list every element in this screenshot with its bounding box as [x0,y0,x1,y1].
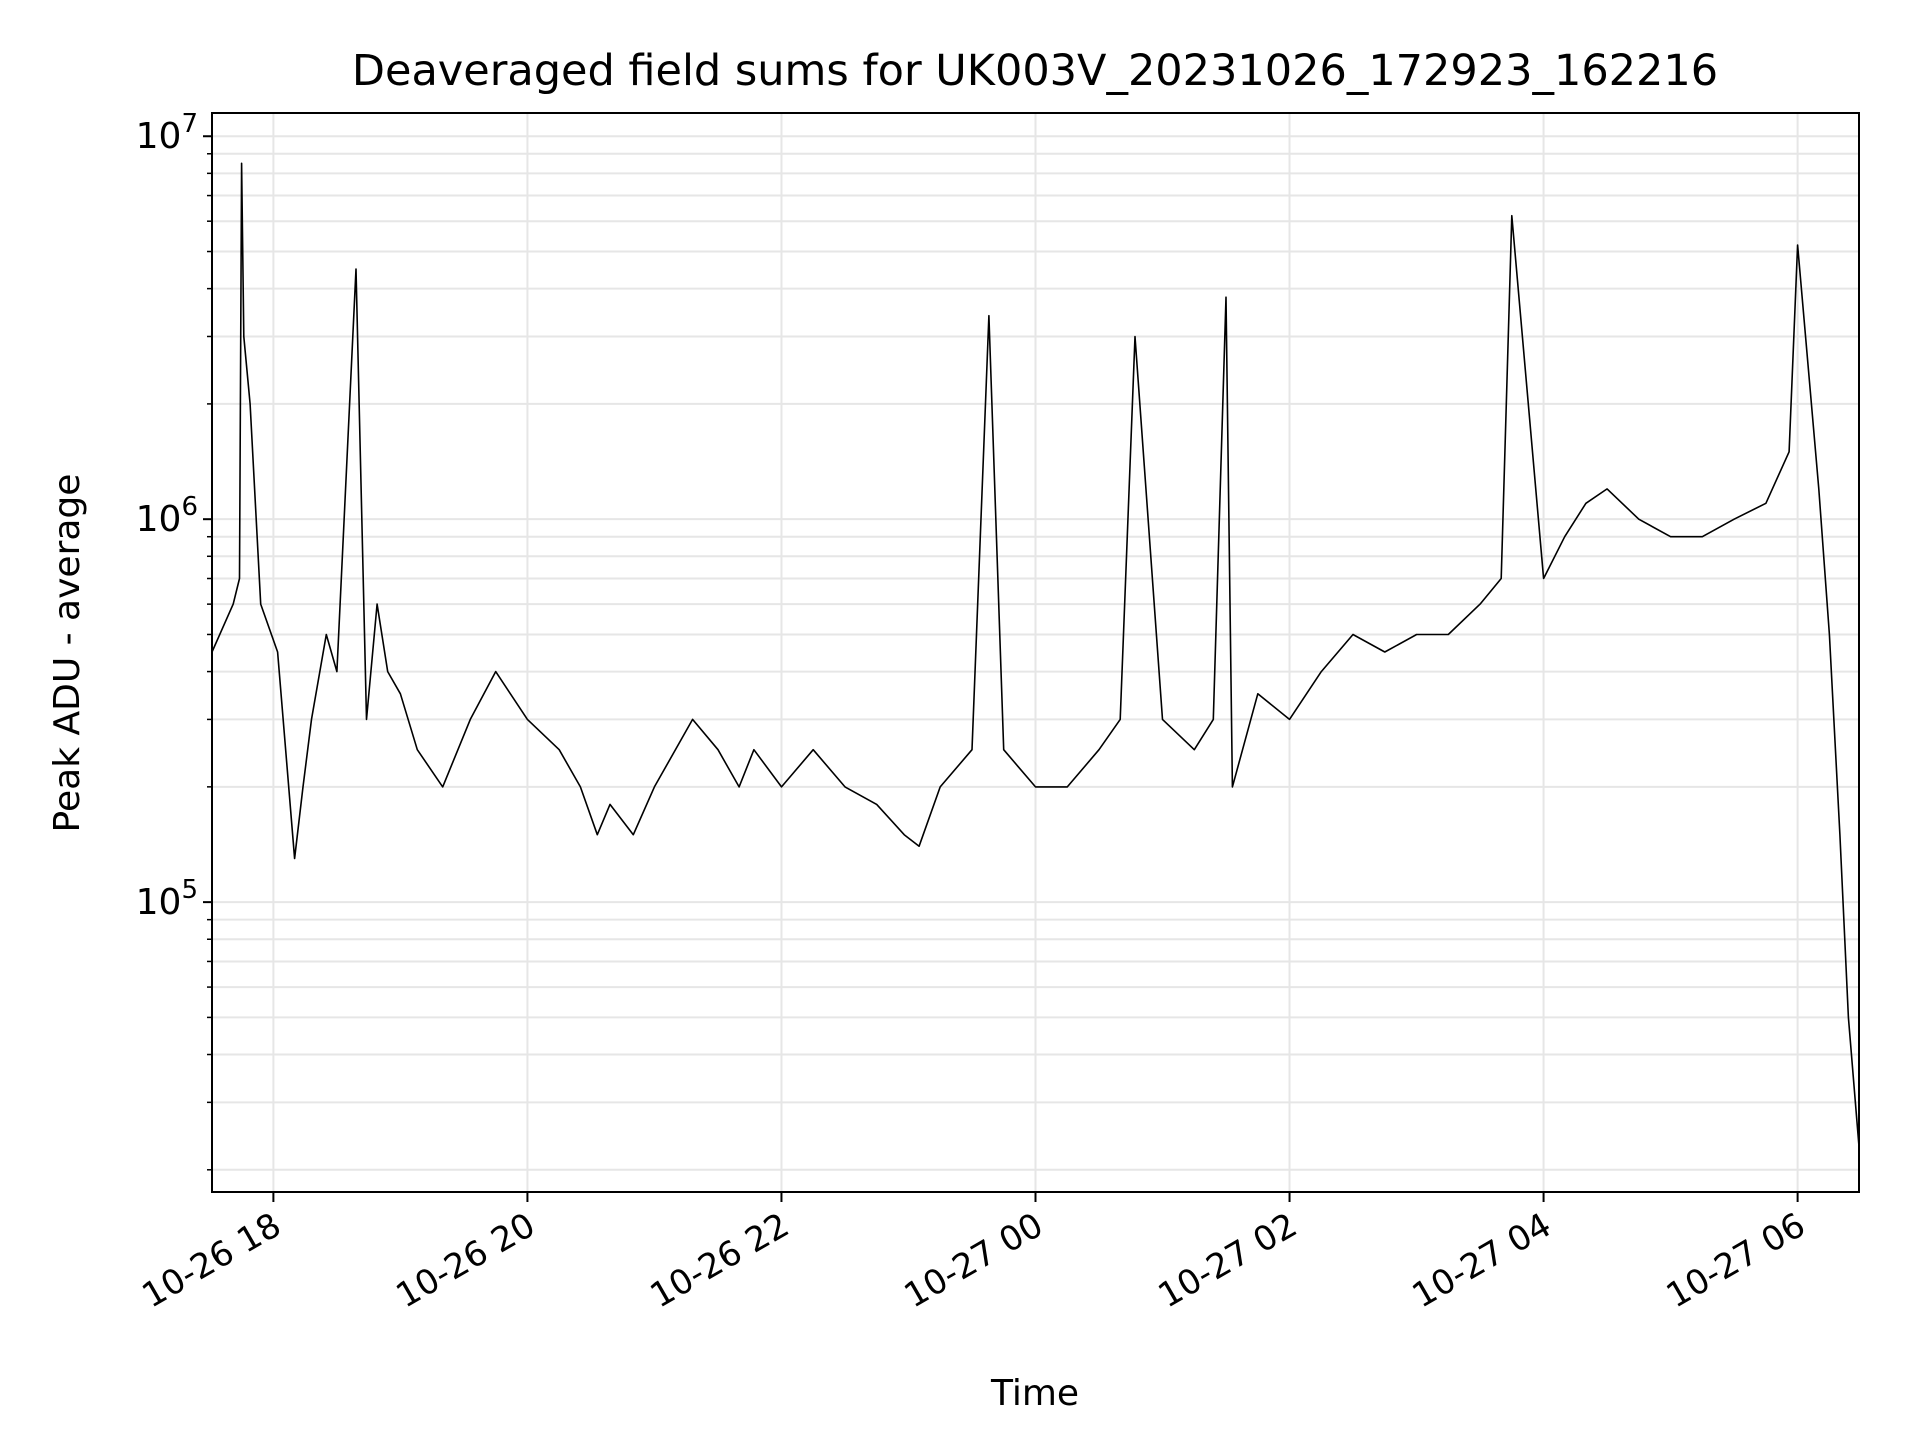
y-axis-label: Peak ADU - average [47,474,88,833]
chart-title: Deaveraged field sums for UK003V_2023102… [352,46,1718,96]
x-axis-label: Time [990,1373,1079,1414]
series-line [211,162,1860,1147]
y-tick-label: 107 [136,109,198,157]
y-tick-label: 106 [136,492,198,540]
series-layer [211,162,1860,1147]
y-tick-label: 105 [136,875,198,923]
